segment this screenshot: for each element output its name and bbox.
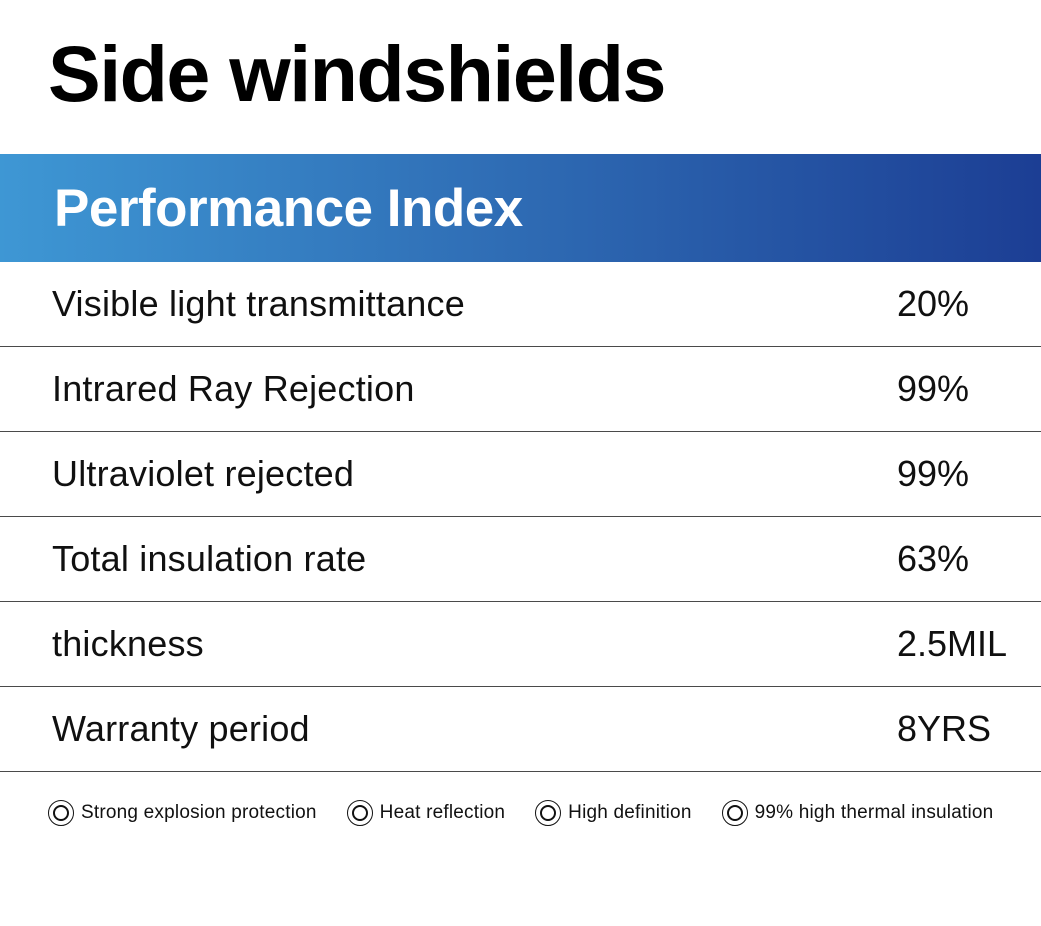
- feature-badge: Heat reflection: [346, 800, 506, 826]
- double-ring-icon: [721, 800, 748, 826]
- row-value: 20%: [897, 283, 970, 324]
- table-row: thickness 2.5MIL: [0, 602, 1041, 687]
- row-label: Visible light transmittance: [52, 283, 465, 324]
- table-row: Intrared Ray Rejection 99%: [0, 347, 1041, 432]
- feature-label: Strong explosion protection: [81, 802, 317, 823]
- table-row: Total insulation rate 63%: [0, 517, 1041, 602]
- performance-index-banner: Performance Index: [0, 154, 1041, 262]
- feature-label: Heat reflection: [379, 802, 506, 823]
- row-label: Warranty period: [52, 708, 310, 749]
- table-row: Ultraviolet rejected 99%: [0, 432, 1041, 517]
- row-value: 99%: [897, 368, 970, 409]
- feature-label: High definition: [568, 802, 692, 823]
- row-value: 8YRS: [897, 708, 992, 749]
- row-label: Intrared Ray Rejection: [52, 368, 415, 409]
- performance-table: Visible light transmittance 20% Intrared…: [0, 262, 1041, 772]
- banner-title: Performance Index: [54, 178, 523, 238]
- feature-badges: Strong explosion protection Heat reflect…: [48, 800, 1041, 826]
- row-label: thickness: [52, 623, 204, 664]
- feature-badge: High definition: [535, 800, 691, 826]
- table-row: Visible light transmittance 20%: [0, 262, 1041, 347]
- double-ring-icon: [535, 800, 562, 826]
- feature-badge: Strong explosion protection: [48, 800, 317, 826]
- table-row: Warranty period 8YRS: [0, 687, 1041, 772]
- row-value: 99%: [897, 453, 970, 494]
- row-value: 2.5MIL: [897, 623, 1008, 664]
- row-label: Total insulation rate: [52, 538, 367, 579]
- double-ring-icon: [346, 800, 373, 826]
- feature-badge: 99% high thermal insulation: [721, 800, 994, 826]
- feature-label: 99% high thermal insulation: [754, 802, 994, 823]
- page-title: Side windshields: [48, 29, 666, 118]
- double-ring-icon: [48, 800, 74, 826]
- row-label: Ultraviolet rejected: [52, 453, 355, 494]
- row-value: 63%: [897, 538, 970, 579]
